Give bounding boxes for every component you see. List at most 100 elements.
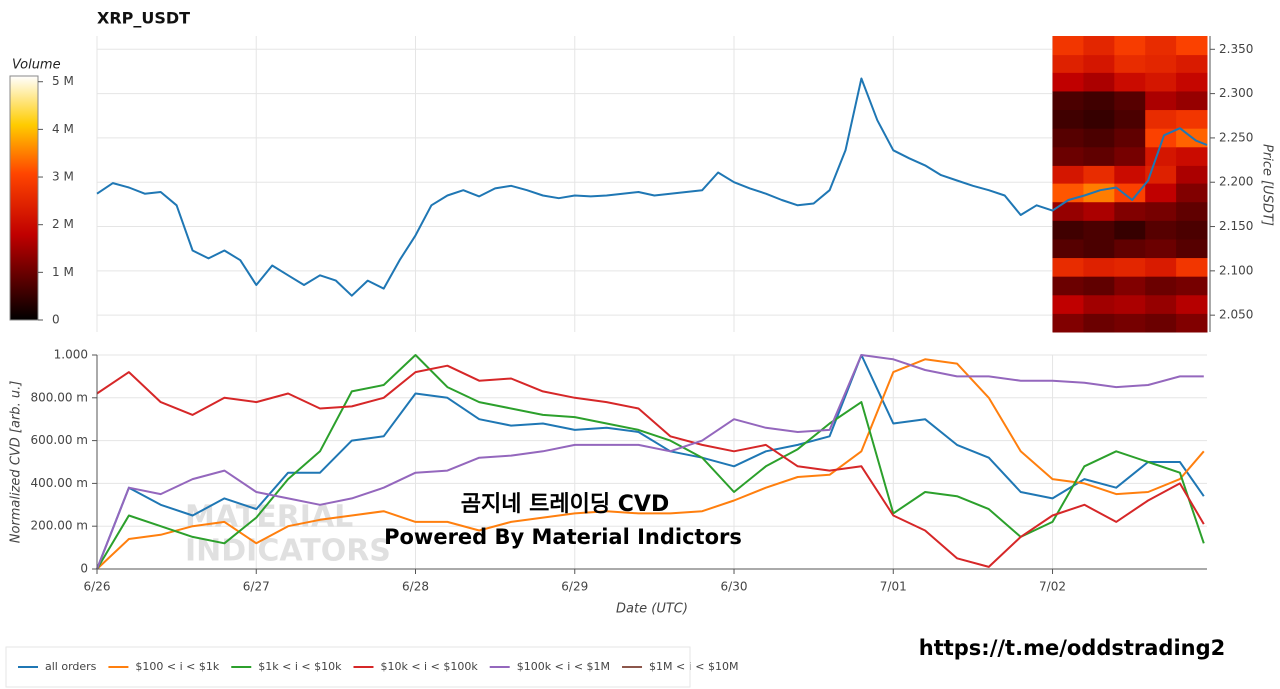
heatmap-cell — [1114, 313, 1146, 333]
link: https://t.me/oddstrading2 — [919, 636, 1226, 660]
heatmap-cell — [1052, 109, 1084, 129]
heatmap-cell — [1083, 90, 1115, 111]
heatmap-cell — [1083, 238, 1115, 259]
legend-label: $1M < i < $10M — [649, 660, 738, 673]
x-tick-label: 6/28 — [402, 580, 429, 594]
heatmap-cell — [1176, 165, 1208, 184]
heatmap-cell — [1114, 183, 1146, 203]
heatmap-cell — [1114, 54, 1146, 73]
heatmap-cell — [1145, 90, 1177, 111]
y-tick-label: 2.300 — [1219, 86, 1253, 100]
colorbar-tick-label: 3 M — [52, 170, 74, 184]
heatmap-cell — [1176, 146, 1208, 166]
heatmap-cell — [1176, 294, 1208, 314]
heatmap-cell — [1083, 54, 1115, 73]
heatmap-cell — [1176, 313, 1208, 333]
series-line — [96, 77, 1208, 297]
heatmap-cell — [1176, 183, 1208, 203]
heatmap-cell — [1114, 201, 1146, 221]
colorbar-tick-label: 4 M — [52, 122, 74, 136]
heatmap-cell — [1145, 54, 1177, 73]
y-tick-label: 2.200 — [1219, 175, 1253, 189]
heatmap-cell — [1052, 238, 1084, 259]
heatmap-cell — [1083, 276, 1115, 296]
heatmap-cell — [1176, 220, 1208, 240]
heatmap-cell — [1145, 109, 1177, 129]
colorbar-tick-label: 1 M — [52, 265, 74, 279]
legend-label: $100 < i < $1k — [135, 660, 219, 673]
heatmap-cell — [1176, 54, 1208, 73]
heatmap-cell — [1052, 90, 1084, 111]
y-tick-label: 0 — [80, 562, 88, 576]
heatmap-cell — [1052, 220, 1084, 240]
colorbar-label: Volume — [12, 58, 61, 73]
heatmap-cell — [1145, 238, 1177, 259]
legend-label: $10k < i < $100k — [380, 660, 478, 673]
heatmap-cell — [1114, 294, 1146, 314]
heatmap-cell — [1052, 72, 1084, 92]
heatmap-cell — [1176, 201, 1208, 221]
heatmap-cell — [1176, 257, 1208, 277]
legend-label: $100k < i < $1M — [517, 660, 610, 673]
heatmap-cell — [1114, 257, 1146, 277]
x-tick-label: 6/30 — [721, 580, 748, 594]
heatmap-cell — [1052, 36, 1084, 56]
heatmap-cell — [1114, 90, 1146, 111]
chart-title: XRP_USDT — [97, 9, 190, 28]
heatmap-cell — [1145, 294, 1177, 314]
heatmap-cell — [1145, 146, 1177, 166]
heatmap-cell — [1083, 146, 1115, 166]
heatmap-cell — [1083, 201, 1115, 221]
heatmap-cell — [1114, 165, 1146, 184]
heatmap-cell — [1114, 128, 1146, 148]
heatmap-cell — [1145, 165, 1177, 184]
colorbar-tick-label: 2 M — [52, 217, 74, 231]
overlay-title: 곰지네 트레이딩 CVD — [461, 492, 669, 517]
heatmap-cell — [1052, 276, 1084, 296]
heatmap-cell — [1145, 276, 1177, 296]
heatmap-cell — [1145, 183, 1177, 203]
x-tick-label: 7/02 — [1039, 580, 1066, 594]
heatmap-cell — [1052, 313, 1084, 333]
y-tick-label: 2.150 — [1219, 219, 1253, 233]
heatmap-cell — [1176, 276, 1208, 296]
heatmap-cell — [1114, 146, 1146, 166]
series-line — [96, 358, 1205, 570]
series-line — [96, 354, 1205, 570]
heatmap-cell — [1052, 146, 1084, 166]
heatmap-cell — [1145, 72, 1177, 92]
heatmap-cell — [1083, 109, 1115, 129]
y-tick-label: 2.350 — [1219, 42, 1253, 56]
colorbar-tick-label: 5 M — [52, 74, 74, 88]
heatmap-cell — [1114, 276, 1146, 296]
heatmap-cell — [1176, 238, 1208, 259]
heatmap-cell — [1083, 220, 1115, 240]
heatmap-cell — [1145, 201, 1177, 221]
heatmap-cell — [1052, 128, 1084, 148]
legend-box — [5, 646, 691, 688]
heatmap-cell — [1083, 183, 1115, 203]
heatmap-cell — [1052, 201, 1084, 221]
y-tick-label: 800.00 m — [31, 390, 89, 404]
y-tick-label: 2.100 — [1219, 263, 1253, 277]
colorbar — [9, 75, 39, 321]
heatmap-cell — [1145, 36, 1177, 56]
y-axis-label: Normalized CVD [arb. u.] — [9, 381, 24, 544]
x-tick-label: 7/01 — [880, 580, 907, 594]
heatmap-cell — [1145, 220, 1177, 240]
heatmap-cell — [1083, 313, 1115, 333]
x-axis-label: Date (UTC) — [616, 602, 688, 617]
legend-label: $1k < i < $10k — [258, 660, 342, 673]
heatmap-cell — [1114, 109, 1146, 129]
x-tick-label: 6/27 — [243, 580, 270, 594]
heatmap-cell — [1145, 257, 1177, 277]
heatmap-cell — [1083, 165, 1115, 184]
heatmap-cell — [1176, 72, 1208, 92]
heatmap-cell — [1083, 128, 1115, 148]
series-line — [96, 364, 1205, 568]
y-axis-label: Price [USDT] — [1260, 144, 1275, 226]
watermark: MATERIAL — [185, 500, 353, 535]
heatmap-cell — [1052, 165, 1084, 184]
x-tick-label: 6/29 — [561, 580, 588, 594]
